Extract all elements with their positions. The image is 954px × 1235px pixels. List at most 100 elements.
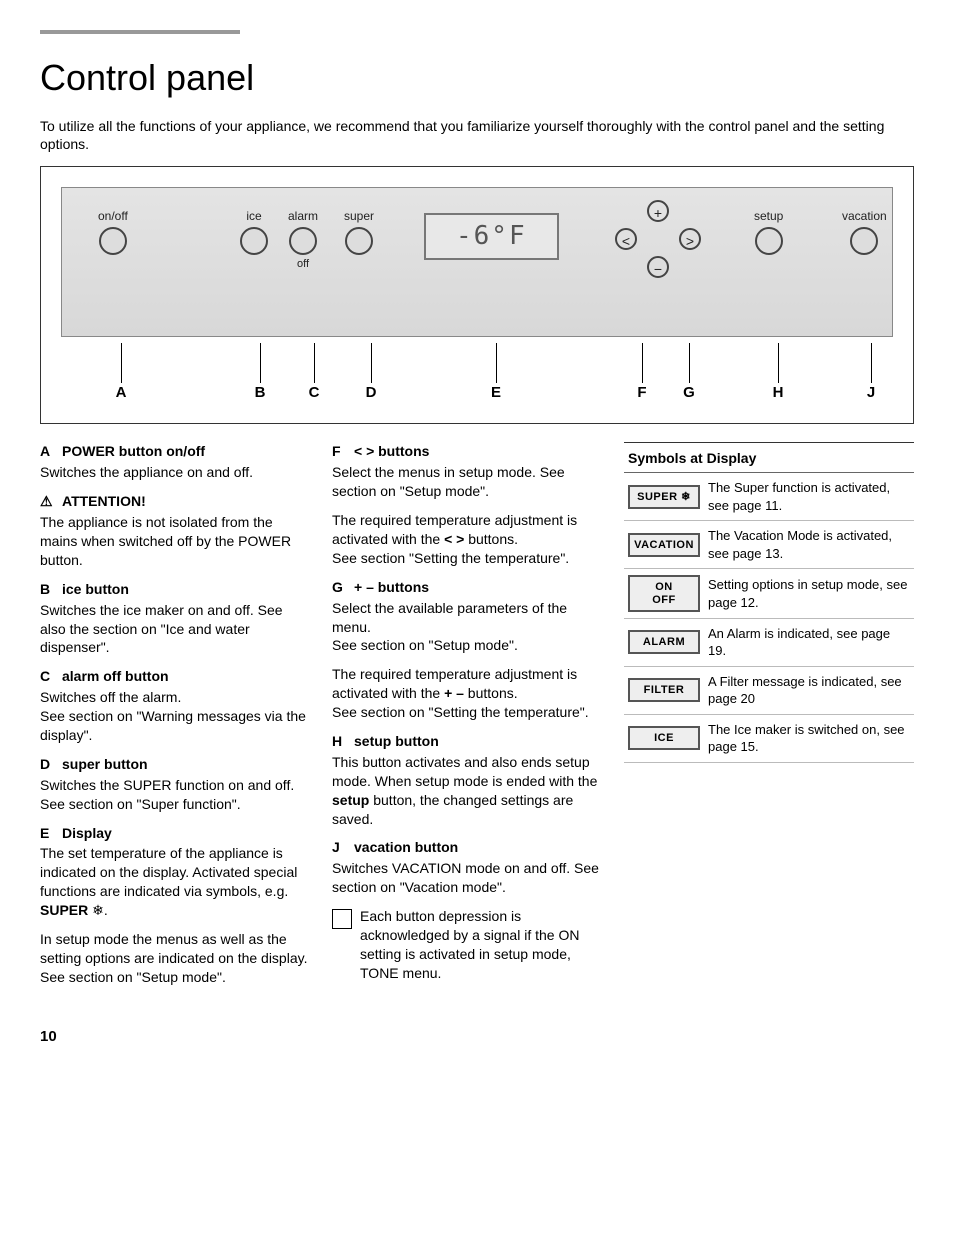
desc-item: APOWER button on/off Switches the applian… <box>40 442 310 482</box>
alarm-knob-icon <box>289 227 317 255</box>
leader-line-icon <box>642 343 643 383</box>
symbol-row: ON OFFSetting options in setup mode, see… <box>624 569 914 618</box>
item-body: Switches off the alarm. See section on "… <box>40 688 310 745</box>
item-letter: H <box>332 732 354 751</box>
symbol-badge-cell: VACATION <box>624 521 704 569</box>
symbol-badge: ICE <box>628 726 700 750</box>
item-body: Select the menus in setup mode. See sect… <box>332 463 602 501</box>
attention-icon: ⚠ <box>40 492 62 511</box>
leader-label: G <box>679 383 699 403</box>
symbol-desc: The Vacation Mode is activated, see page… <box>704 521 914 569</box>
symbol-row: ALARMAn Alarm is indicated, see page 19. <box>624 618 914 666</box>
item-body-2: In setup mode the menus as well as the s… <box>40 930 310 987</box>
plus-btn-icon: + <box>647 200 669 222</box>
symbol-badge-cell: SUPER ❄ <box>624 473 704 521</box>
leader-B: B <box>250 343 270 403</box>
item-letter: E <box>40 824 62 843</box>
leader-G: G <box>679 343 699 403</box>
item-letter: C <box>40 667 62 686</box>
symbol-desc: A Filter message is indicated, see page … <box>704 666 914 714</box>
item-heading: Dsuper button <box>40 755 310 774</box>
panel-ice: ice <box>240 208 268 254</box>
setup-knob-icon <box>755 227 783 255</box>
leader-F: F <box>632 343 652 403</box>
leader-D: D <box>361 343 381 403</box>
leader-label: J <box>861 383 881 403</box>
leader-line-icon <box>778 343 779 383</box>
control-panel-figure: on/off ice alarm off super -6°F + < > − <box>40 166 914 424</box>
panel-alarm: alarm off <box>288 208 318 271</box>
item-body: The appliance is not isolated from the m… <box>40 513 310 570</box>
panel-display: -6°F <box>424 213 559 260</box>
leader-line-icon <box>496 343 497 383</box>
item-heading-text: < > buttons <box>354 443 429 459</box>
column-3: Symbols at Display SUPER ❄The Super func… <box>624 442 914 996</box>
symbol-badge-cell: FILTER <box>624 666 704 714</box>
leader-H: H <box>768 343 788 403</box>
symbol-badge-cell: ON OFF <box>624 569 704 618</box>
leader-label: C <box>304 383 324 403</box>
desc-item: Calarm off button Switches off the alarm.… <box>40 667 310 745</box>
item-heading: Bice button <box>40 580 310 599</box>
leader-line-icon <box>371 343 372 383</box>
content-columns: APOWER button on/off Switches the applian… <box>40 442 914 996</box>
item-heading-text: vacation button <box>354 839 458 855</box>
item-body: Switches VACATION mode on and off. See s… <box>332 859 602 897</box>
panel-vacation-label: vacation <box>842 209 887 223</box>
desc-item: ⚠ATTENTION!The appliance is not isolated… <box>40 492 310 570</box>
item-heading: Jvacation button <box>332 838 602 857</box>
item-heading-text: + – buttons <box>354 579 429 595</box>
item-heading-text: super button <box>62 756 148 772</box>
note-box-icon <box>332 909 352 929</box>
panel-leaders: ABCDEFGHJ <box>61 343 893 413</box>
top-rule <box>40 30 240 34</box>
panel-nav-cluster: + < > − <box>607 200 707 278</box>
item-body-2: The required temperature adjustment is a… <box>332 665 602 722</box>
symbols-title: Symbols at Display <box>624 442 914 473</box>
leader-A: A <box>111 343 131 403</box>
note-text: Each button depression is acknowledged b… <box>360 907 602 983</box>
leader-label: D <box>361 383 381 403</box>
leader-label: E <box>486 383 506 403</box>
leader-C: C <box>304 343 324 403</box>
symbol-desc: The Ice maker is switched on, see page 1… <box>704 714 914 762</box>
item-heading-text: setup button <box>354 733 439 749</box>
item-heading-text: alarm off button <box>62 668 169 684</box>
leader-label: A <box>111 383 131 403</box>
leader-line-icon <box>689 343 690 383</box>
item-body: Switches the SUPER function on and off. … <box>40 776 310 814</box>
control-panel-graphic: on/off ice alarm off super -6°F + < > − <box>61 187 893 337</box>
desc-item: Bice buttonSwitches the ice maker on and… <box>40 580 310 658</box>
page-number: 10 <box>40 1027 914 1047</box>
intro-text: To utilize all the functions of your app… <box>40 117 914 155</box>
symbol-badge: ON OFF <box>628 575 700 611</box>
leader-E: E <box>486 343 506 403</box>
leader-line-icon <box>314 343 315 383</box>
item-body: Switches the appliance on and off. <box>40 463 310 482</box>
symbol-desc: Setting options in setup mode, see page … <box>704 569 914 618</box>
item-heading: EDisplay <box>40 824 310 843</box>
item-letter: A <box>40 442 62 461</box>
symbol-badge-cell: ALARM <box>624 618 704 666</box>
lt-btn-icon: < <box>615 228 637 250</box>
panel-setup-label: setup <box>754 209 783 223</box>
panel-super-label: super <box>344 209 374 223</box>
column-1: APOWER button on/off Switches the applian… <box>40 442 310 996</box>
leader-label: F <box>632 383 652 403</box>
leader-label: B <box>250 383 270 403</box>
onoff-knob-icon <box>99 227 127 255</box>
ice-knob-icon <box>240 227 268 255</box>
item-letter: G <box>332 578 354 597</box>
leader-line-icon <box>121 343 122 383</box>
panel-alarm-label: alarm <box>288 209 318 223</box>
leader-line-icon <box>260 343 261 383</box>
symbol-desc: An Alarm is indicated, see page 19. <box>704 618 914 666</box>
symbols-table: SUPER ❄The Super function is activated, … <box>624 473 914 763</box>
item-body-2: The required temperature adjustment is a… <box>332 511 602 568</box>
desc-item: Jvacation button Switches VACATION mode o… <box>332 838 602 897</box>
item-heading: APOWER button on/off <box>40 442 310 461</box>
symbol-desc: The Super function is activated, see pag… <box>704 473 914 521</box>
item-heading: G+ – buttons <box>332 578 602 597</box>
item-heading: Calarm off button <box>40 667 310 686</box>
panel-super: super <box>344 208 374 254</box>
